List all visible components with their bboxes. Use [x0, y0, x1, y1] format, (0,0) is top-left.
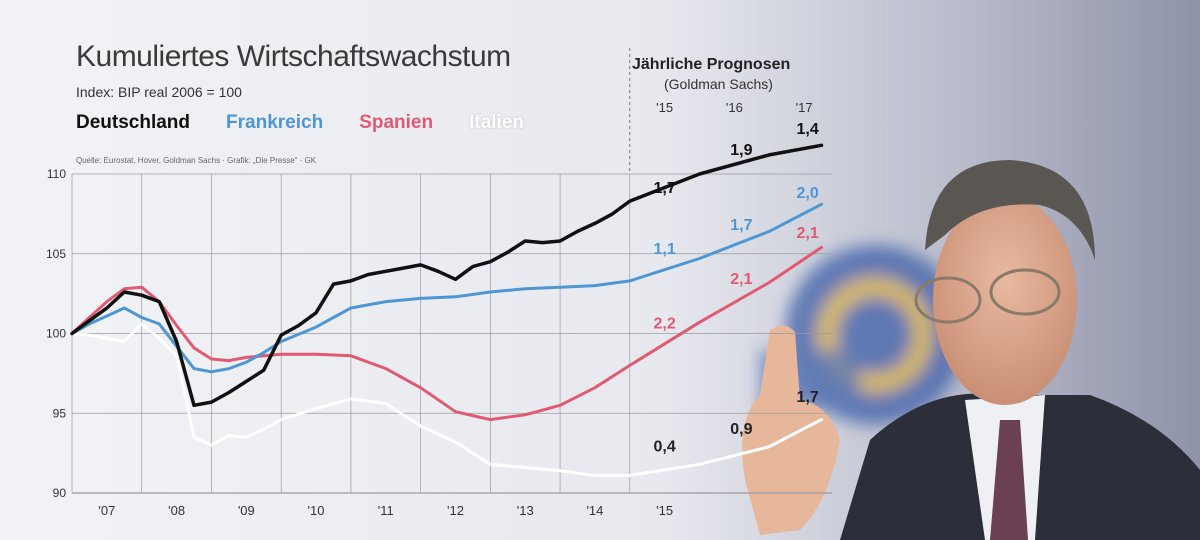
- annotation-frankreich: 1,7: [730, 217, 752, 234]
- annotation-frankreich: 1,1: [654, 241, 676, 258]
- x-tick-label: '07: [98, 503, 115, 518]
- forecast-tick-label: '16: [726, 100, 743, 115]
- forecast-annotations: 1,7 1,9 1,4 1,1 1,7 2,0 2,2 2,1 2,1 0,4 0,9 1,7: [654, 121, 819, 455]
- forecast-tick-label: '17: [796, 100, 813, 115]
- y-tick-label: 110: [47, 167, 66, 181]
- speaker-figure: [742, 160, 1200, 540]
- annotation-deutschland: 1,9: [730, 142, 752, 159]
- x-tick-label: '09: [238, 503, 255, 518]
- x-tick-label: '11: [378, 503, 394, 518]
- legend-item-spanien: Spanien: [359, 112, 434, 133]
- series-lines: [70, 143, 824, 477]
- x-axis-ticks: '07 '08 '09 '10 '11 '12 '13 '14 '15 '15 '16 '17: [98, 100, 812, 518]
- annotation-italien: 1,7: [796, 389, 818, 406]
- y-tick-label: 100: [46, 327, 66, 341]
- forecast-title: Jährliche Prognosen: [632, 56, 791, 73]
- chart-title: Kumuliertes Wirtschaftswachstum: [76, 40, 511, 73]
- x-tick-label: '15: [656, 503, 673, 518]
- annotation-deutschland: 1,4: [796, 121, 818, 138]
- y-axis-ticks: 90 95 100 105 110: [46, 167, 66, 500]
- chart-subtitle: Index: BIP real 2006 = 100: [76, 84, 242, 100]
- annotation-deutschland: 1,7: [654, 180, 676, 197]
- x-tick-label: '13: [517, 503, 534, 518]
- legend-item-frankreich: Frankreich: [226, 112, 324, 133]
- y-tick-label: 90: [53, 486, 67, 500]
- legend: Deutschland Frankreich Spanien Italien: [76, 112, 524, 134]
- series-line-italien: [70, 322, 823, 477]
- legend-item-italien: Italien: [469, 112, 524, 133]
- annotation-italien: 0,9: [730, 421, 752, 438]
- forecast-subtitle: (Goldman Sachs): [664, 76, 773, 92]
- annotation-frankreich: 2,0: [796, 185, 818, 202]
- annotation-italien: 0,4: [654, 439, 676, 456]
- x-tick-label: '08: [168, 503, 185, 518]
- forecast-tick-label: '15: [656, 100, 673, 115]
- series-line-deutschland: [70, 143, 824, 408]
- y-tick-label: 95: [53, 406, 67, 420]
- annotation-spanien: 2,2: [654, 316, 676, 333]
- x-tick-label: '14: [586, 503, 603, 518]
- legend-item-deutschland: Deutschland: [76, 112, 191, 133]
- chart-grid: [71, 48, 832, 494]
- source-note: Quelle: Eurostat, Hover, Goldman Sachs ·…: [76, 156, 317, 165]
- x-tick-label: '10: [308, 503, 325, 518]
- annotation-spanien: 2,1: [730, 271, 752, 288]
- annotation-spanien: 2,1: [796, 225, 818, 242]
- x-tick-label: '12: [447, 503, 464, 518]
- series-line-frankreich: [70, 202, 823, 374]
- series-line-spanien: [70, 245, 823, 422]
- y-tick-label: 105: [46, 247, 66, 261]
